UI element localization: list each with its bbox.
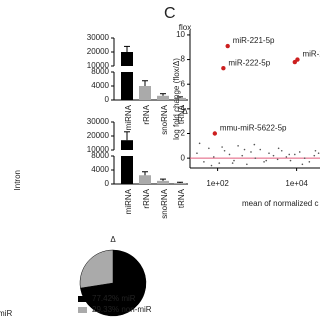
y-tick-label: 0 (105, 179, 110, 188)
point (277, 147, 280, 150)
bar (121, 140, 133, 150)
y-tick-label: 8 (181, 55, 186, 64)
bar (174, 182, 186, 184)
point (303, 157, 306, 159)
y-tick-label: 0 (105, 95, 110, 104)
point (253, 143, 256, 146)
y-tick-label: 2 (181, 129, 186, 138)
point (225, 43, 230, 49)
y-tick-label: 8000 (91, 151, 109, 160)
point (289, 159, 292, 162)
annotation: mmu-miR-5622-5p (220, 124, 287, 133)
x-tick-label: 1e+04 (285, 179, 308, 188)
point (314, 149, 317, 152)
x-tick-label: miRNA (124, 188, 133, 214)
bar-title: Δ (182, 107, 188, 116)
point (241, 154, 244, 157)
y-tick-label: 20000 (87, 47, 110, 56)
point (317, 152, 320, 155)
bar (157, 95, 169, 100)
point (254, 157, 257, 159)
point (280, 149, 283, 152)
point (221, 146, 223, 148)
point (218, 162, 221, 164)
y-tick-label: 4 (181, 104, 186, 113)
left-legend-text: miR (0, 309, 12, 318)
point (265, 159, 268, 162)
bar (121, 156, 133, 184)
point (294, 153, 296, 156)
y-tick-label: 0 (181, 153, 186, 162)
legend-swatch (78, 307, 87, 313)
bar (157, 180, 169, 184)
annotation: miR-221-5p (233, 36, 275, 45)
point (203, 161, 205, 163)
point (295, 57, 300, 62)
y-tick-label: 30000 (87, 33, 110, 42)
legend-swatch (78, 296, 87, 302)
y-axis-label: log fold change (flox/Δ) (172, 58, 181, 140)
y-tick-label: 10000 (87, 145, 110, 154)
bar (121, 72, 133, 100)
y-tick-label: 6 (181, 79, 186, 88)
y-tick-label: 8000 (91, 67, 109, 76)
point (259, 148, 262, 151)
point (198, 142, 201, 145)
x-tick-label: 1e+02 (206, 179, 229, 188)
y-tick-label: 4000 (91, 81, 109, 90)
point (208, 147, 210, 150)
point (308, 161, 311, 163)
panel-label: C (164, 5, 176, 22)
x-tick-label: tRNA (177, 104, 186, 124)
y-tick-label: 20000 (87, 131, 110, 140)
point (231, 162, 234, 164)
annotation: miR-222-5p (228, 58, 270, 67)
y-tick-label: 30000 (87, 117, 110, 126)
bar (174, 97, 186, 100)
point (221, 65, 226, 71)
point (237, 145, 239, 147)
y-tick-label: 10000 (87, 61, 110, 70)
point (212, 131, 218, 136)
point (250, 151, 252, 153)
bar (139, 86, 151, 100)
x-tick-label: snoRNA (160, 188, 169, 218)
pie-title: Δ (110, 235, 116, 244)
legend-text: 77.42% miR (92, 294, 136, 303)
legend-text: 29.33% non-miR (92, 305, 152, 314)
point (272, 154, 275, 157)
point (210, 164, 213, 167)
annotation: miR-22 (302, 50, 320, 59)
x-tick-label: tRNA (177, 188, 186, 208)
y-tick-label: 10 (176, 30, 185, 39)
bar (121, 52, 133, 66)
point (196, 152, 198, 155)
point (223, 149, 226, 152)
point (212, 156, 215, 158)
point (228, 153, 231, 156)
x-tick-label: rRNA (142, 188, 151, 208)
bar (139, 175, 151, 184)
x-tick-label: rRNA (142, 104, 151, 124)
point (301, 163, 304, 166)
point (233, 159, 235, 162)
x-axis-label: mean of normalized c (242, 199, 318, 208)
point (298, 151, 301, 153)
point (268, 152, 270, 155)
point (285, 156, 288, 158)
pie-slice (79, 249, 114, 289)
point (313, 154, 316, 157)
bar-title: flox (179, 23, 191, 32)
point (246, 163, 248, 166)
x-tick-label: snoRNA (160, 104, 169, 134)
point (276, 158, 279, 161)
y-tick-label: 4000 (91, 165, 109, 174)
x-tick-label: miRNA (124, 104, 133, 130)
point (263, 161, 265, 163)
point (243, 148, 246, 151)
point (288, 153, 291, 156)
left-category: Intron (13, 170, 22, 190)
